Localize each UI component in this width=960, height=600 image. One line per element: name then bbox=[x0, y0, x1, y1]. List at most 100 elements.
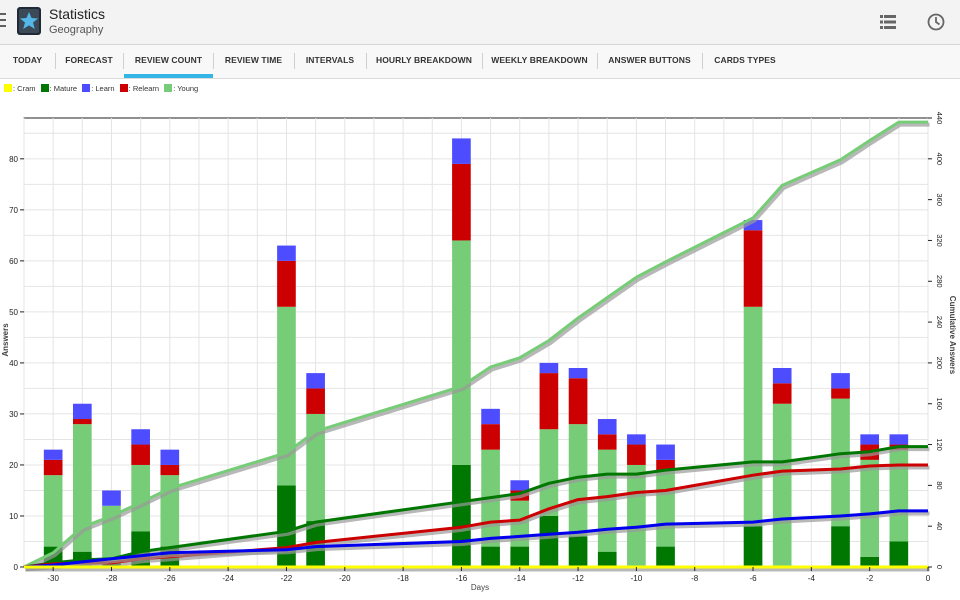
bar-segment-learn bbox=[510, 480, 530, 491]
bar-segment-mature bbox=[656, 546, 675, 567]
bar-segment-learn bbox=[452, 138, 471, 164]
y-tick-label: 50 bbox=[9, 308, 18, 317]
y2-axis-label: Cumulative Answers bbox=[948, 296, 957, 375]
y2-tick-label: 160 bbox=[935, 397, 944, 410]
bar-segment-learn bbox=[627, 434, 646, 445]
y2-tick-label: 0 bbox=[935, 565, 944, 569]
cumulative-shadow-young bbox=[24, 122, 930, 572]
tab-weekly-breakdown[interactable]: WEEKLY BREAKDOWN bbox=[491, 55, 588, 65]
tab-divider bbox=[123, 53, 124, 69]
bar-segment-learn bbox=[72, 403, 92, 420]
bar-segment-relearn bbox=[452, 163, 471, 241]
bar-segment-relearn bbox=[627, 444, 646, 465]
bar-segment-relearn bbox=[306, 388, 325, 414]
legend-swatch-mature bbox=[40, 84, 49, 92]
bar-segment-young bbox=[656, 470, 675, 547]
bar-segment-mature bbox=[889, 541, 909, 567]
legend-item-learn: : Learn bbox=[82, 84, 115, 93]
tab-divider bbox=[482, 53, 483, 69]
y2-tick-label: 280 bbox=[935, 275, 944, 288]
y-tick-label: 80 bbox=[9, 155, 18, 164]
x-axis-label: Days bbox=[471, 583, 489, 592]
y-tick-label: 20 bbox=[9, 461, 18, 470]
bar-segment-mature bbox=[831, 526, 850, 567]
bar-segment-learn bbox=[102, 490, 121, 506]
bar-segment-learn bbox=[43, 449, 63, 460]
y-tick-label: 40 bbox=[9, 359, 18, 368]
deck-list-icon[interactable] bbox=[878, 12, 898, 32]
tab-today[interactable]: TODAY bbox=[12, 55, 43, 65]
bar-segment-young bbox=[452, 240, 471, 465]
y-tick-label: 60 bbox=[9, 257, 18, 266]
bar-segment-relearn bbox=[43, 459, 63, 476]
x-tick-label: -2 bbox=[866, 574, 874, 583]
bar-segment-relearn bbox=[597, 434, 617, 450]
y2-tick-label: 400 bbox=[935, 153, 944, 166]
bar-segment-learn bbox=[743, 220, 763, 231]
bar-segment-learn bbox=[831, 373, 850, 389]
x-tick-label: -4 bbox=[808, 574, 816, 583]
bar-segment-learn bbox=[277, 245, 296, 261]
legend-label-young: : Young bbox=[173, 84, 199, 93]
x-tick-label: -20 bbox=[339, 574, 351, 583]
bar-segment-relearn bbox=[131, 444, 150, 465]
tab-hourly-breakdown[interactable]: HOURLY BREAKDOWN bbox=[375, 55, 473, 65]
cumulative-line-learn bbox=[23, 509, 928, 569]
bar-segment-mature bbox=[539, 515, 559, 567]
legend-item-cram: : Cram bbox=[4, 84, 36, 93]
legend-swatch-learn bbox=[82, 84, 91, 92]
x-tick-label: -6 bbox=[749, 574, 757, 583]
bar-segment-relearn bbox=[539, 373, 559, 430]
bar-segment-young bbox=[772, 403, 792, 567]
tab-review-count[interactable]: REVIEW COUNT bbox=[124, 45, 213, 78]
x-tick-label: -24 bbox=[222, 574, 234, 583]
x-tick-label: -18 bbox=[397, 574, 409, 583]
bar-segment-mature bbox=[597, 551, 617, 567]
bar-segment-mature bbox=[277, 485, 296, 567]
bar-segment-young bbox=[860, 459, 880, 557]
x-tick-label: -12 bbox=[572, 574, 584, 583]
app-bar: Statistics Geography bbox=[0, 0, 960, 45]
bar-segment-relearn bbox=[772, 383, 792, 404]
bar-segment-young bbox=[43, 475, 63, 547]
y2-tick-label: 240 bbox=[935, 316, 944, 329]
bar-segment-learn bbox=[160, 449, 180, 465]
bar-segment-mature bbox=[743, 526, 763, 567]
menu-icon[interactable] bbox=[0, 13, 6, 31]
tab-forecast[interactable]: FORECAST bbox=[65, 55, 113, 65]
bar-segment-learn bbox=[481, 408, 500, 425]
bar-segment-young bbox=[889, 449, 909, 542]
y2-tick-label: 200 bbox=[935, 357, 944, 370]
tab-divider bbox=[55, 53, 56, 69]
tab-intervals[interactable]: INTERVALS bbox=[305, 55, 355, 65]
y2-tick-label: 120 bbox=[935, 438, 944, 451]
x-tick-label: -28 bbox=[106, 574, 118, 583]
bar-segment-learn bbox=[597, 419, 617, 435]
bar-segment-young bbox=[277, 306, 296, 486]
bar-segment-young bbox=[627, 464, 646, 567]
cumulative-line-young bbox=[23, 120, 928, 569]
legend-item-relearn: : Relearn bbox=[119, 84, 159, 93]
y2-tick-label: 440 bbox=[935, 112, 944, 125]
legend-label-mature: : Mature bbox=[49, 84, 78, 93]
tab-review-time[interactable]: REVIEW TIME bbox=[224, 55, 283, 65]
app-logo-icon[interactable] bbox=[14, 5, 44, 37]
tab-divider bbox=[702, 53, 703, 69]
cumulative-line-mature bbox=[23, 445, 928, 569]
x-tick-label: 0 bbox=[926, 574, 931, 583]
chart-legend: : Cram : Mature : Learn : Relearn : Youn… bbox=[4, 84, 201, 94]
time-period-icon[interactable] bbox=[926, 12, 946, 32]
tab-answer-buttons[interactable]: ANSWER BUTTONS bbox=[608, 55, 691, 65]
bar-segment-relearn bbox=[656, 459, 675, 471]
bar-segment-learn bbox=[568, 368, 588, 379]
bar-segment-mature bbox=[568, 536, 588, 567]
y2-tick-label: 80 bbox=[935, 481, 944, 489]
bar-segment-relearn bbox=[743, 230, 763, 307]
tab-cards-types[interactable]: CARDS TYPES bbox=[714, 55, 776, 65]
bar-segment-mature bbox=[481, 546, 500, 567]
bar-segment-learn bbox=[656, 444, 675, 460]
x-tick-label: -14 bbox=[514, 574, 526, 583]
bar-segment-young bbox=[72, 424, 92, 552]
bar-segment-learn bbox=[539, 362, 559, 374]
bar-segment-young bbox=[539, 429, 559, 516]
